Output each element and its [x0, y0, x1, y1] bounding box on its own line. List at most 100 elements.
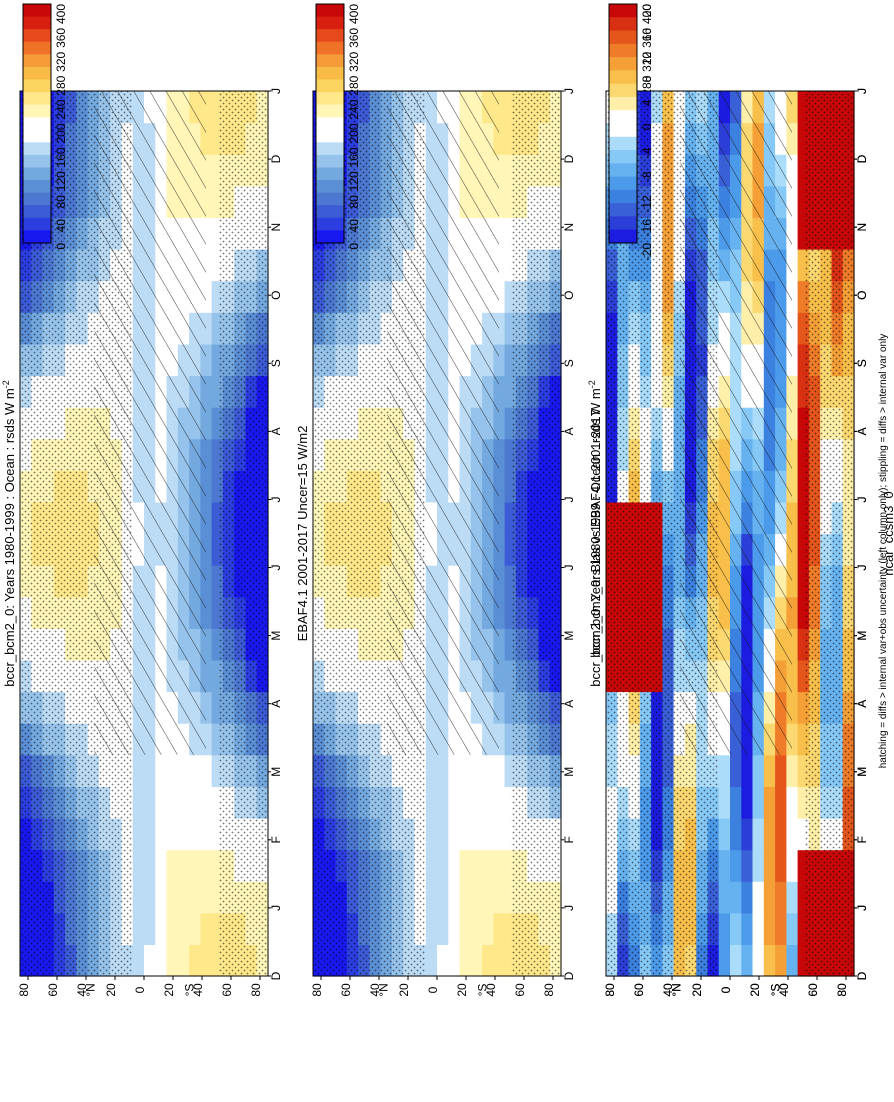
colorbar-label: 320	[640, 51, 654, 71]
colorbar-swatch	[609, 110, 637, 124]
heatmap-cell	[493, 659, 506, 693]
lat-tick-label: 20	[748, 983, 762, 997]
heatmap-cell	[797, 407, 810, 440]
colorbar-swatch	[316, 16, 344, 30]
heatmap-cell	[504, 154, 517, 187]
heatmap-cell	[448, 912, 461, 945]
heatmap-cell	[504, 691, 517, 724]
heatmap-cell	[493, 818, 506, 851]
heatmap-cell	[211, 565, 224, 598]
colorbar-swatch	[609, 4, 637, 18]
heatmap-cell	[493, 280, 506, 313]
heatmap-cell	[200, 944, 213, 977]
heatmap-cell	[493, 691, 506, 724]
month-tick-label: J	[269, 565, 283, 571]
colorbar-label: 400	[54, 4, 68, 24]
heatmap-cell	[482, 849, 494, 882]
heatmap-cell	[752, 881, 765, 914]
heatmap-cell	[144, 912, 156, 945]
lat-tick-label: 40	[75, 983, 89, 997]
heatmap-cell	[786, 185, 799, 218]
heatmap-cell	[730, 944, 742, 977]
heatmap-cell	[786, 501, 799, 535]
colorbar-swatch	[23, 4, 51, 18]
heatmap-cell	[763, 818, 776, 851]
heatmap-cell	[493, 596, 506, 629]
heatmap-cell	[211, 470, 224, 503]
heatmap-cell	[504, 407, 517, 440]
heatmap-cell	[459, 912, 472, 945]
heatmap-cell	[797, 628, 810, 661]
month-tick-label: O	[855, 291, 869, 300]
lat-tick-label: 40	[777, 983, 791, 997]
heatmap-cell	[797, 470, 810, 503]
heatmap-cell	[797, 91, 810, 124]
colorbar-swatch	[23, 230, 51, 244]
heatmap-cell	[493, 881, 506, 914]
colorbar-label: 0	[54, 243, 68, 250]
lat-tick-label: 0	[719, 986, 733, 993]
heatmap-cell	[775, 818, 787, 851]
month-tick-label: N	[855, 223, 869, 232]
heatmap-cell	[155, 944, 168, 977]
heatmap-cell	[493, 185, 506, 218]
lat-tick-label: 60	[513, 983, 527, 997]
colorbar-swatch	[23, 142, 51, 156]
hatch-overlay	[680, 91, 792, 755]
month-tick-label: S	[855, 359, 869, 367]
heatmap-cell	[177, 786, 190, 819]
colorbar-swatch	[316, 217, 344, 231]
lat-tick-label: 40	[661, 983, 675, 997]
heatmap-cell	[166, 754, 179, 787]
heatmap-cell	[448, 818, 461, 851]
colorbar-label: 160	[347, 147, 361, 167]
heatmap-cell	[493, 154, 506, 187]
heatmap-cell	[797, 944, 810, 977]
lat-tick-label: 20	[455, 983, 469, 997]
lat-tick-label: 60	[632, 983, 646, 997]
heatmap-cell	[200, 596, 213, 629]
heatmap-cell	[166, 912, 179, 945]
heatmap-cell	[459, 786, 472, 819]
heatmap-cell	[189, 912, 201, 945]
month-tick-label: J	[855, 497, 869, 503]
heatmap-cell	[741, 754, 754, 787]
colorbar-label: 200	[54, 123, 68, 143]
colorbar-swatch	[23, 16, 51, 30]
heatmap-cell	[797, 818, 810, 851]
heatmap-cell	[797, 723, 810, 756]
heatmap-cell	[177, 754, 190, 787]
colorbar: 20 16 12 8 4 0 -4 -8 -12 -16 -20	[608, 3, 654, 260]
heatmap-cell	[493, 723, 506, 756]
heatmap-cell	[425, 944, 438, 977]
month-tick-label: O	[562, 291, 576, 300]
heatmap-cell	[470, 881, 483, 914]
colorbar-swatch	[23, 192, 51, 206]
heatmap-cell	[797, 533, 810, 566]
colorbar-label: 8	[640, 75, 654, 82]
colorbar-label: -16	[640, 219, 654, 237]
heatmap-cell	[786, 628, 799, 661]
colorbar-swatch	[609, 83, 637, 98]
month-tick-label: D	[269, 971, 283, 980]
heatmap-cell	[493, 565, 506, 598]
heatmap-cell	[482, 786, 494, 819]
heatmap-cell	[211, 249, 224, 282]
month-tick-label: A	[855, 700, 869, 708]
panel-title: bccr_bcm2_0: Years 1980-1999 : Ocean : r…	[587, 380, 603, 686]
heatmap-cell	[482, 944, 494, 977]
colorbar-swatch	[609, 203, 637, 217]
heatmap-cell	[211, 881, 224, 914]
colorbar-label: 320	[54, 51, 68, 71]
heatmap-cell	[504, 185, 517, 218]
heatmap-cell	[504, 786, 517, 819]
heatmap-cell	[144, 881, 156, 914]
heatmap-cell	[470, 944, 483, 977]
month-tick-label: D	[855, 971, 869, 980]
heatmap-cell	[741, 818, 754, 851]
heatmap-cell	[144, 786, 156, 819]
colorbar-label: 400	[347, 4, 361, 24]
colorbar-label: 360	[54, 28, 68, 48]
heatmap-cell	[189, 786, 201, 819]
lat-tick-label: 60	[339, 983, 353, 997]
